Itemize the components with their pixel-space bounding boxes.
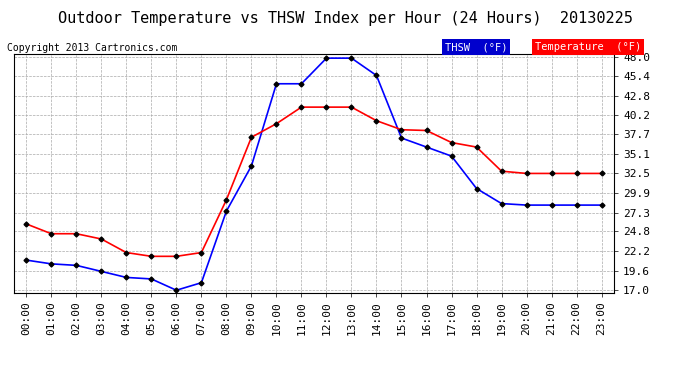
Text: Outdoor Temperature vs THSW Index per Hour (24 Hours)  20130225: Outdoor Temperature vs THSW Index per Ho… [57,11,633,26]
Text: THSW  (°F): THSW (°F) [445,42,508,52]
Text: Copyright 2013 Cartronics.com: Copyright 2013 Cartronics.com [7,43,177,53]
Text: Temperature  (°F): Temperature (°F) [535,42,641,52]
